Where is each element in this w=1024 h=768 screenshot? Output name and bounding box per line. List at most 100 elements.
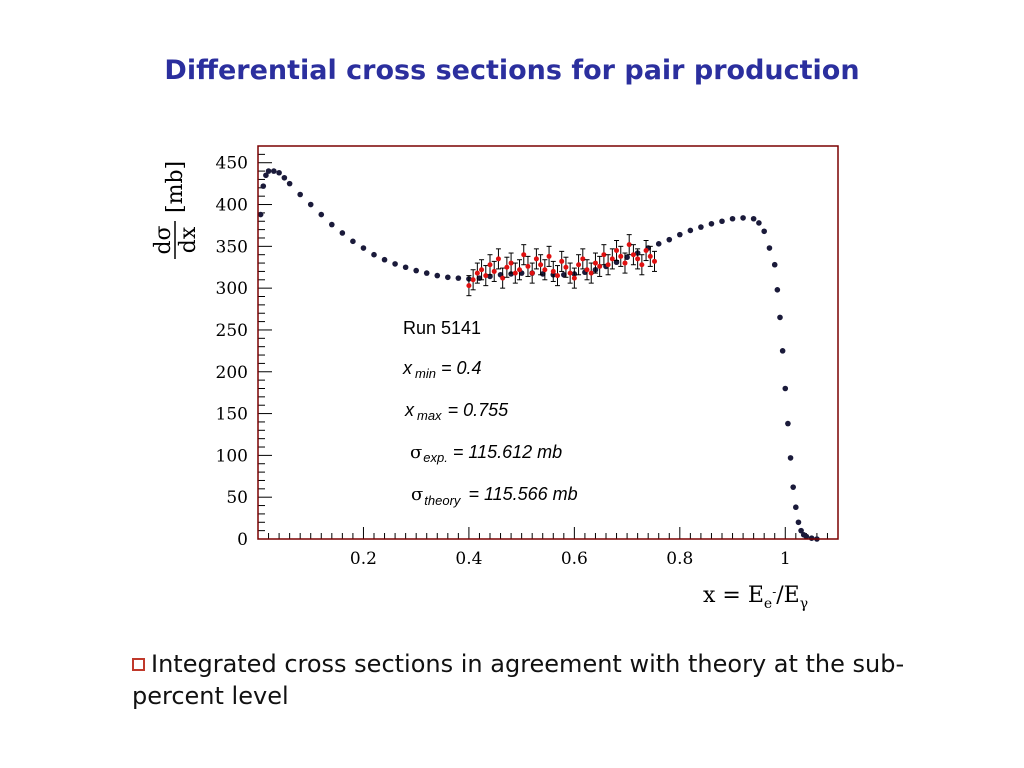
data-point bbox=[652, 258, 658, 264]
theory-point bbox=[795, 519, 802, 526]
data-point bbox=[533, 256, 539, 262]
y-tick-label: 150 bbox=[216, 405, 248, 425]
theory-point bbox=[666, 236, 673, 243]
theory-point bbox=[761, 228, 767, 235]
data-point bbox=[630, 252, 636, 258]
theory-point bbox=[790, 484, 796, 490]
theory-point bbox=[687, 227, 694, 234]
theory-point bbox=[808, 535, 815, 541]
theory-point bbox=[423, 270, 430, 276]
x-tick-label: 0.4 bbox=[455, 549, 482, 569]
theory-point bbox=[698, 224, 704, 230]
theory-point bbox=[263, 172, 269, 179]
data-series bbox=[466, 234, 658, 297]
data-point bbox=[614, 248, 620, 254]
theory-point bbox=[740, 215, 746, 221]
data-point bbox=[487, 262, 493, 268]
axis-ticks bbox=[257, 145, 839, 540]
y-tick-label: 400 bbox=[216, 196, 248, 216]
theory-point bbox=[779, 348, 786, 354]
y-tick-label: 300 bbox=[216, 279, 248, 299]
theory-point bbox=[281, 174, 288, 181]
data-point bbox=[618, 253, 624, 259]
data-point bbox=[474, 270, 480, 276]
data-point bbox=[546, 253, 552, 259]
data-point bbox=[571, 275, 577, 281]
theory-point bbox=[624, 254, 630, 261]
slide-title: Differential cross sections for pair pro… bbox=[164, 55, 860, 86]
data-point bbox=[626, 242, 632, 248]
theory-point bbox=[402, 264, 409, 271]
y-tick-label: 250 bbox=[216, 321, 248, 341]
theory-point bbox=[413, 267, 419, 274]
run-label: Run 5141 bbox=[403, 318, 481, 338]
theory-point bbox=[729, 215, 736, 222]
data-point bbox=[588, 270, 594, 276]
data-point bbox=[529, 270, 535, 276]
y-tick-label: 450 bbox=[216, 154, 248, 174]
y-label-numerator: dσ bbox=[151, 225, 176, 254]
theory-point bbox=[539, 271, 546, 277]
theory-point bbox=[677, 231, 683, 238]
sigma-theory-label: σtheory = 115.566 mb bbox=[411, 484, 578, 508]
data-point bbox=[466, 283, 472, 289]
theory-point bbox=[798, 527, 804, 534]
bullet-point: Integrated cross sections in agreement w… bbox=[132, 648, 932, 712]
theory-point bbox=[307, 201, 314, 208]
theory-point bbox=[750, 215, 757, 222]
theory-point bbox=[445, 274, 451, 281]
theory-point bbox=[708, 220, 715, 227]
bullet-text: Integrated cross sections in agreement w… bbox=[132, 650, 905, 710]
theory-point bbox=[271, 168, 277, 174]
x-tick-label: 0.2 bbox=[350, 549, 377, 569]
sigma-exp-label: σexp. = 115.612 mb bbox=[410, 442, 562, 465]
y-tick-label: 100 bbox=[216, 446, 248, 466]
theory-point bbox=[655, 241, 662, 247]
theory-point bbox=[371, 251, 377, 258]
theory-series bbox=[257, 168, 820, 542]
data-point bbox=[538, 262, 544, 268]
y-tick-label: 200 bbox=[216, 363, 248, 383]
data-point bbox=[495, 256, 501, 262]
plot-frame bbox=[257, 145, 839, 540]
data-point bbox=[601, 252, 607, 258]
data-point bbox=[521, 252, 527, 258]
x-tick-label: 0.6 bbox=[561, 549, 588, 569]
data-point bbox=[508, 260, 514, 266]
xmin-label: x min = 0.4 bbox=[402, 358, 482, 381]
checkbox-bullet-icon bbox=[132, 658, 145, 671]
data-point bbox=[491, 268, 497, 274]
data-point bbox=[643, 248, 649, 254]
theory-point bbox=[276, 169, 282, 176]
data-point bbox=[639, 262, 645, 268]
y-label-denominator: dx bbox=[176, 226, 201, 253]
x-tick-label: 0.8 bbox=[666, 549, 693, 569]
theory-point bbox=[793, 504, 799, 511]
y-tick-labels: 0 50 100 150 200 250 300 350 400 450 bbox=[216, 154, 248, 550]
y-tick-label: 350 bbox=[216, 237, 248, 257]
data-point bbox=[542, 267, 548, 273]
data-point bbox=[580, 256, 586, 262]
theory-point bbox=[339, 230, 346, 236]
theory-point bbox=[771, 261, 778, 268]
data-point bbox=[525, 263, 531, 269]
data-point bbox=[584, 267, 590, 273]
x-tick-label: 1 bbox=[780, 549, 791, 569]
x-axis-label: x = Ee-/Eγ bbox=[703, 583, 808, 612]
theory-point bbox=[508, 271, 514, 277]
data-point bbox=[635, 256, 641, 262]
data-point bbox=[647, 253, 653, 259]
data-point bbox=[609, 256, 615, 262]
x-tick-labels: 0.2 0.4 0.6 0.8 1 bbox=[350, 549, 791, 569]
data-point bbox=[504, 264, 510, 270]
data-point bbox=[483, 273, 489, 279]
data-point bbox=[605, 262, 611, 268]
theory-point bbox=[774, 287, 781, 293]
run-annotation: Run 5141 x min = 0.4 x max = 0.755 σexp. = 11… bbox=[402, 318, 578, 508]
data-point bbox=[470, 277, 476, 283]
theory-point bbox=[785, 420, 791, 427]
theory-point bbox=[392, 261, 398, 267]
theory-point bbox=[297, 191, 303, 198]
theory-point bbox=[381, 256, 388, 263]
